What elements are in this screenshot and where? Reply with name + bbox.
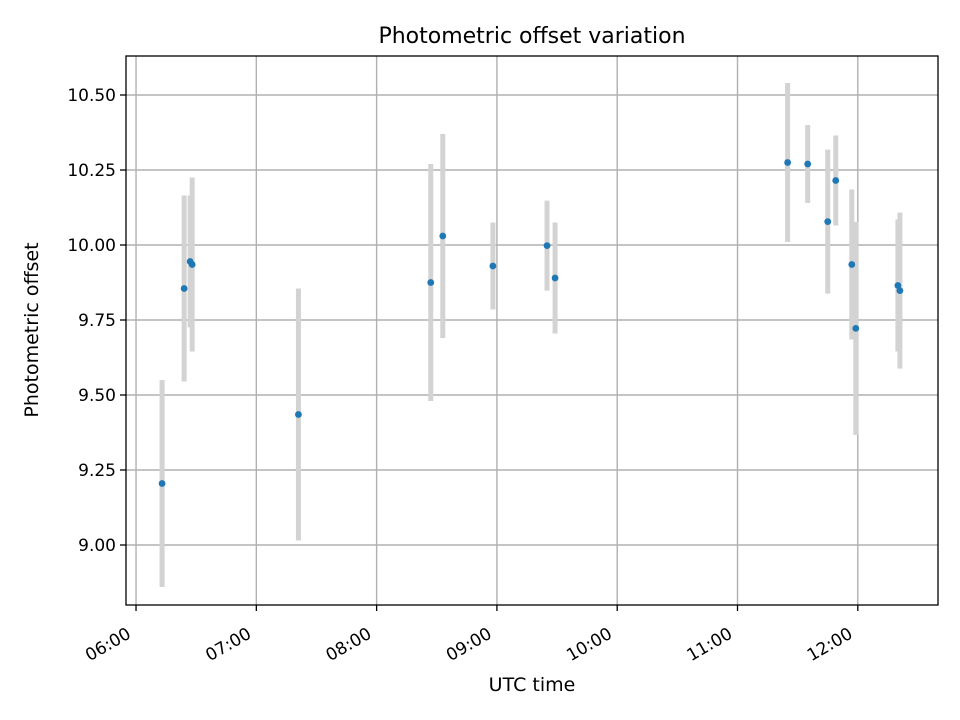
x-tick-label: 07:00: [202, 624, 254, 666]
plot-frame: [125, 55, 939, 606]
y-tick-label: 10.00: [67, 236, 116, 256]
chart-title: Photometric offset variation: [378, 24, 685, 49]
y-tick-label: 10.25: [67, 161, 116, 181]
y-tick-label: 10.50: [67, 86, 116, 106]
x-tick-label: 11:00: [684, 624, 736, 666]
data-point: [427, 279, 435, 286]
x-tick-label: 10:00: [563, 624, 615, 666]
data-point: [489, 262, 497, 270]
grid-lines: [126, 56, 938, 605]
x-tick-label: 08:00: [323, 624, 375, 666]
data-point: [852, 325, 860, 332]
x-axis-ticks: 06:00 07:00 08:00 09:00 10:00 11:00 12:00: [82, 605, 859, 666]
y-axis-ticks: 9.00 9.25 9.50 9.75 10.00 10.25 10.50: [67, 86, 126, 556]
data-point: [180, 285, 188, 292]
x-tick-label: 12:00: [804, 624, 856, 666]
y-tick-label: 9.00: [78, 536, 116, 556]
y-tick-label: 9.50: [78, 386, 116, 406]
data-point: [543, 242, 551, 250]
error-bars: [159, 83, 903, 587]
data-point: [295, 411, 302, 418]
data-point: [848, 261, 856, 268]
y-tick-label: 9.25: [78, 461, 116, 481]
data-point: [784, 159, 792, 166]
x-tick-label: 09:00: [443, 624, 495, 666]
data-points: [158, 159, 904, 487]
data-point: [158, 480, 166, 487]
y-tick-label: 9.75: [78, 311, 116, 331]
data-point: [894, 282, 902, 289]
data-point: [551, 274, 559, 282]
data-point: [439, 232, 447, 240]
data-point: [804, 160, 812, 168]
data-point: [832, 177, 840, 184]
x-tick-label: 06:00: [82, 624, 134, 666]
data-point: [896, 287, 904, 294]
x-axis-label: UTC time: [489, 674, 576, 696]
y-axis-label: Photometric offset: [21, 242, 43, 417]
data-point: [188, 261, 196, 268]
data-point: [824, 218, 832, 226]
